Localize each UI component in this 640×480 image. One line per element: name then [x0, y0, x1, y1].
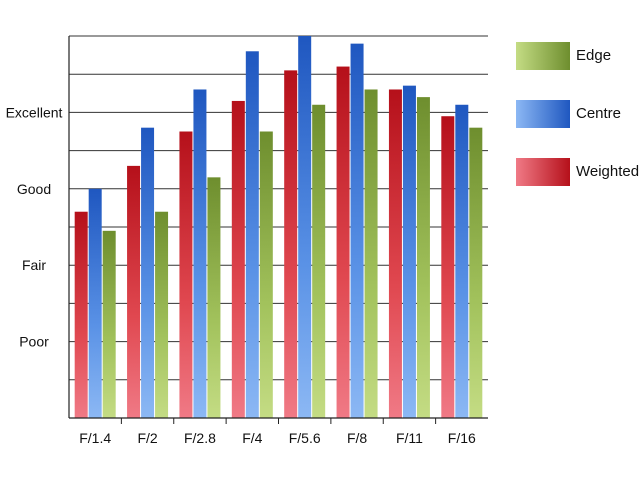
legend-swatch-weighted	[516, 158, 570, 186]
x-tick-label: F/16	[448, 430, 476, 446]
bar-centre-0	[88, 188, 102, 418]
bar-edge-6	[416, 97, 430, 419]
legend-label-centre: Centre	[576, 105, 622, 122]
bar-edge-1	[155, 211, 169, 418]
bar-weighted-3	[231, 100, 245, 418]
legend-swatch-centre	[516, 100, 570, 128]
x-tick-label: F/11	[396, 430, 423, 446]
bar-centre-6	[402, 85, 416, 418]
bar-centre-2	[193, 89, 207, 418]
bar-centre-4	[298, 36, 312, 418]
bar-edge-3	[259, 131, 273, 418]
legend-item-edge: Edge	[516, 42, 640, 70]
bar-weighted-2	[179, 131, 193, 418]
y-tick-labels: Poor Fair Good Excellent	[6, 104, 63, 349]
legend-swatch-edge	[516, 42, 570, 70]
bar-centre-3	[245, 51, 259, 418]
y-tick-label: Excellent	[6, 104, 63, 120]
legend-label-weighted: Weighted	[576, 163, 640, 180]
legend-item-weighted: Weighted	[516, 158, 640, 186]
y-tick-label: Good	[17, 181, 51, 197]
bar-weighted-0	[74, 211, 88, 418]
bar-weighted-5	[336, 66, 350, 418]
y-tick-label: Poor	[19, 334, 49, 350]
bar-weighted-4	[284, 70, 298, 418]
x-tick-label: F/8	[347, 430, 367, 446]
bar-edge-5	[364, 89, 378, 418]
x-tick-label: F/1.4	[79, 430, 111, 446]
x-tick-label: F/2	[137, 430, 157, 446]
legend-item-centre: Centre	[516, 100, 640, 128]
x-tick-labels: F/1.4 F/2 F/2.8 F/4 F/5.6 F/8 F/11 F/16	[79, 430, 476, 446]
x-tick-label: F/4	[242, 430, 262, 446]
bar-centre-7	[455, 104, 469, 418]
legend-label-edge: Edge	[576, 47, 612, 64]
bar-centre-1	[141, 127, 155, 419]
x-tick-label: F/2.8	[184, 430, 216, 446]
bar-weighted-6	[388, 89, 402, 418]
bar-edge-7	[469, 127, 483, 419]
bar-centre-5	[350, 43, 364, 418]
bar-edge-0	[102, 230, 116, 418]
bars	[74, 36, 483, 419]
bar-weighted-1	[127, 165, 141, 418]
bar-weighted-7	[441, 116, 455, 418]
x-tick-label: F/5.6	[289, 430, 321, 446]
bar-edge-2	[207, 177, 221, 418]
axes	[68, 36, 488, 424]
y-tick-label: Fair	[22, 257, 46, 273]
bar-edge-4	[312, 104, 326, 418]
